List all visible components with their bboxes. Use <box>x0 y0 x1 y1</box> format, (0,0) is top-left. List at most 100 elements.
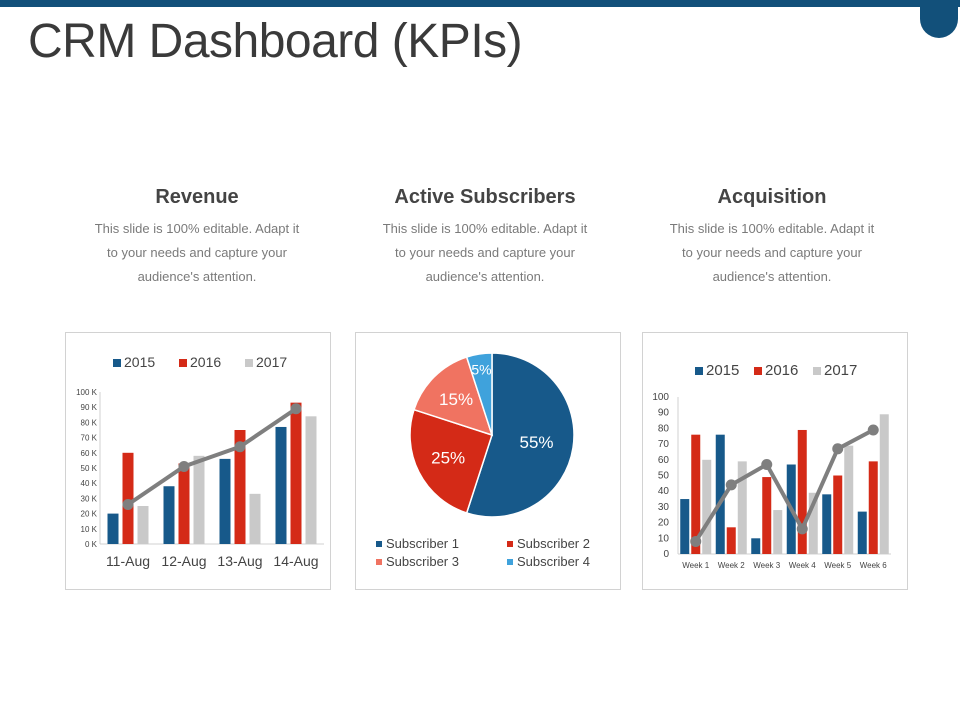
trend-point <box>234 441 246 453</box>
legend-label: 2016 <box>190 354 221 370</box>
trend-point <box>122 498 134 510</box>
trend-point <box>867 424 879 436</box>
kpi-revenue-header: Revenue This slide is 100% editable. Ada… <box>67 186 327 289</box>
pie-slice-4 <box>465 352 493 436</box>
y-tick-label: 70 <box>658 439 670 450</box>
trend-point <box>690 535 702 547</box>
trend-point <box>290 403 302 415</box>
trend-point <box>725 479 737 491</box>
legend-label: Subscriber 2 <box>517 536 590 551</box>
bar-2016 <box>762 477 772 554</box>
top-accent-bar <box>0 0 960 7</box>
bar-2016 <box>122 452 134 544</box>
legend-label: 2015 <box>124 354 155 370</box>
y-tick-label: 100 K <box>76 388 98 397</box>
x-category-label: 13-Aug <box>217 553 262 569</box>
legend-swatch <box>754 367 762 375</box>
x-category-label: Week 3 <box>753 561 781 570</box>
kpi-acquisition-header: Acquisition This slide is 100% editable.… <box>642 186 902 289</box>
kpi-heading: Active Subscribers <box>394 186 576 208</box>
legend-swatch <box>813 367 821 375</box>
bar-2015 <box>715 434 725 554</box>
y-tick-label: 70 K <box>81 434 98 443</box>
y-tick-label: 10 <box>658 533 670 544</box>
trend-point <box>178 460 190 472</box>
x-category-label: Week 1 <box>682 561 710 570</box>
y-tick-label: 50 <box>658 471 670 482</box>
trend-line <box>126 407 298 507</box>
corner-tab-decoration <box>920 0 958 38</box>
y-tick-label: 40 <box>658 486 670 497</box>
y-tick-label: 90 K <box>81 403 98 412</box>
kpi-description: This slide is 100% editable. Adapt it to… <box>94 221 300 284</box>
pie-data-label: 15% <box>439 390 473 409</box>
bar-2016 <box>868 461 878 554</box>
legend-label: Subscriber 4 <box>517 554 590 569</box>
legend-swatch <box>376 559 382 565</box>
legend-swatch <box>507 541 513 547</box>
bar-2016 <box>833 475 843 554</box>
legend-label: 2015 <box>706 362 739 379</box>
bar-2017 <box>737 461 747 554</box>
pie-data-label: 25% <box>431 448 465 467</box>
legend-swatch <box>179 359 187 367</box>
x-category-label: 12-Aug <box>161 553 206 569</box>
bar-2016 <box>290 402 302 544</box>
pie-slice-1 <box>465 352 575 518</box>
y-tick-label: 90 <box>658 408 670 419</box>
x-category-label: Week 5 <box>824 561 852 570</box>
bar-2015 <box>857 511 867 554</box>
bar-2017 <box>137 506 149 544</box>
legend-swatch <box>113 359 121 367</box>
kpi-subscribers-header: Active Subscribers This slide is 100% ed… <box>355 186 615 289</box>
x-category-label: 14-Aug <box>273 553 318 569</box>
subscribers-chart-panel: 55% 25% 15% 5% Subscriber 1 Subscriber 2 Subsc… <box>355 332 621 590</box>
bar-2015 <box>219 458 231 544</box>
kpi-heading: Acquisition <box>717 186 827 208</box>
legend-swatch <box>507 559 513 565</box>
bar-2015 <box>107 513 119 544</box>
bar-2015 <box>163 486 175 544</box>
bar-2016 <box>726 527 736 554</box>
y-tick-label: 20 <box>658 518 670 529</box>
bar-2017 <box>808 492 818 554</box>
y-tick-label: 50 K <box>81 464 98 473</box>
legend-label: Subscriber 1 <box>386 536 459 551</box>
trend-point <box>796 523 808 535</box>
y-tick-label: 60 <box>658 455 670 466</box>
legend-label: 2017 <box>824 362 857 379</box>
y-tick-label: 80 <box>658 423 670 434</box>
pie-data-label: 5% <box>471 362 491 378</box>
trend-point <box>761 459 773 471</box>
trend-point <box>832 443 844 455</box>
revenue-chart: 2015 2016 2017 0 K 10 K 20 K 30 K 40 K 50 K 60 K 7… <box>76 354 324 569</box>
y-tick-label: 0 <box>663 549 669 560</box>
y-tick-label: 80 K <box>81 418 98 427</box>
bar-2016 <box>178 463 190 544</box>
y-tick-label: 60 K <box>81 449 98 458</box>
bar-2017 <box>249 493 261 544</box>
y-tick-label: 30 K <box>81 494 98 503</box>
bar-2017 <box>773 510 783 554</box>
kpi-description: This slide is 100% editable. Adapt it to… <box>382 221 588 284</box>
bar-2015 <box>275 426 287 544</box>
bar-2015 <box>751 538 761 554</box>
legend-swatch <box>376 541 382 547</box>
bar-2015 <box>822 494 832 554</box>
bar-2017 <box>193 455 205 544</box>
bar-2016 <box>234 430 246 544</box>
y-tick-label: 0 K <box>85 540 98 549</box>
acquisition-chart-panel: 2015 2016 2017 0 10 20 30 40 50 60 70 80 90 100 Week 1… <box>642 332 908 590</box>
bar-2015 <box>680 499 690 554</box>
kpi-description: This slide is 100% editable. Adapt it to… <box>669 221 875 284</box>
y-tick-label: 100 <box>652 392 669 403</box>
revenue-chart-panel: 2015 2016 2017 0 K 10 K 20 K 30 K 40 K 50 K 60 K 7… <box>65 332 331 590</box>
y-tick-label: 10 K <box>81 525 98 534</box>
legend-label: 2017 <box>256 354 287 370</box>
kpi-heading: Revenue <box>155 186 239 208</box>
y-tick-label: 30 <box>658 502 670 513</box>
legend-swatch <box>695 367 703 375</box>
page-title: CRM Dashboard (KPIs) <box>28 15 523 68</box>
bar-2016 <box>797 429 807 554</box>
legend-swatch <box>245 359 253 367</box>
